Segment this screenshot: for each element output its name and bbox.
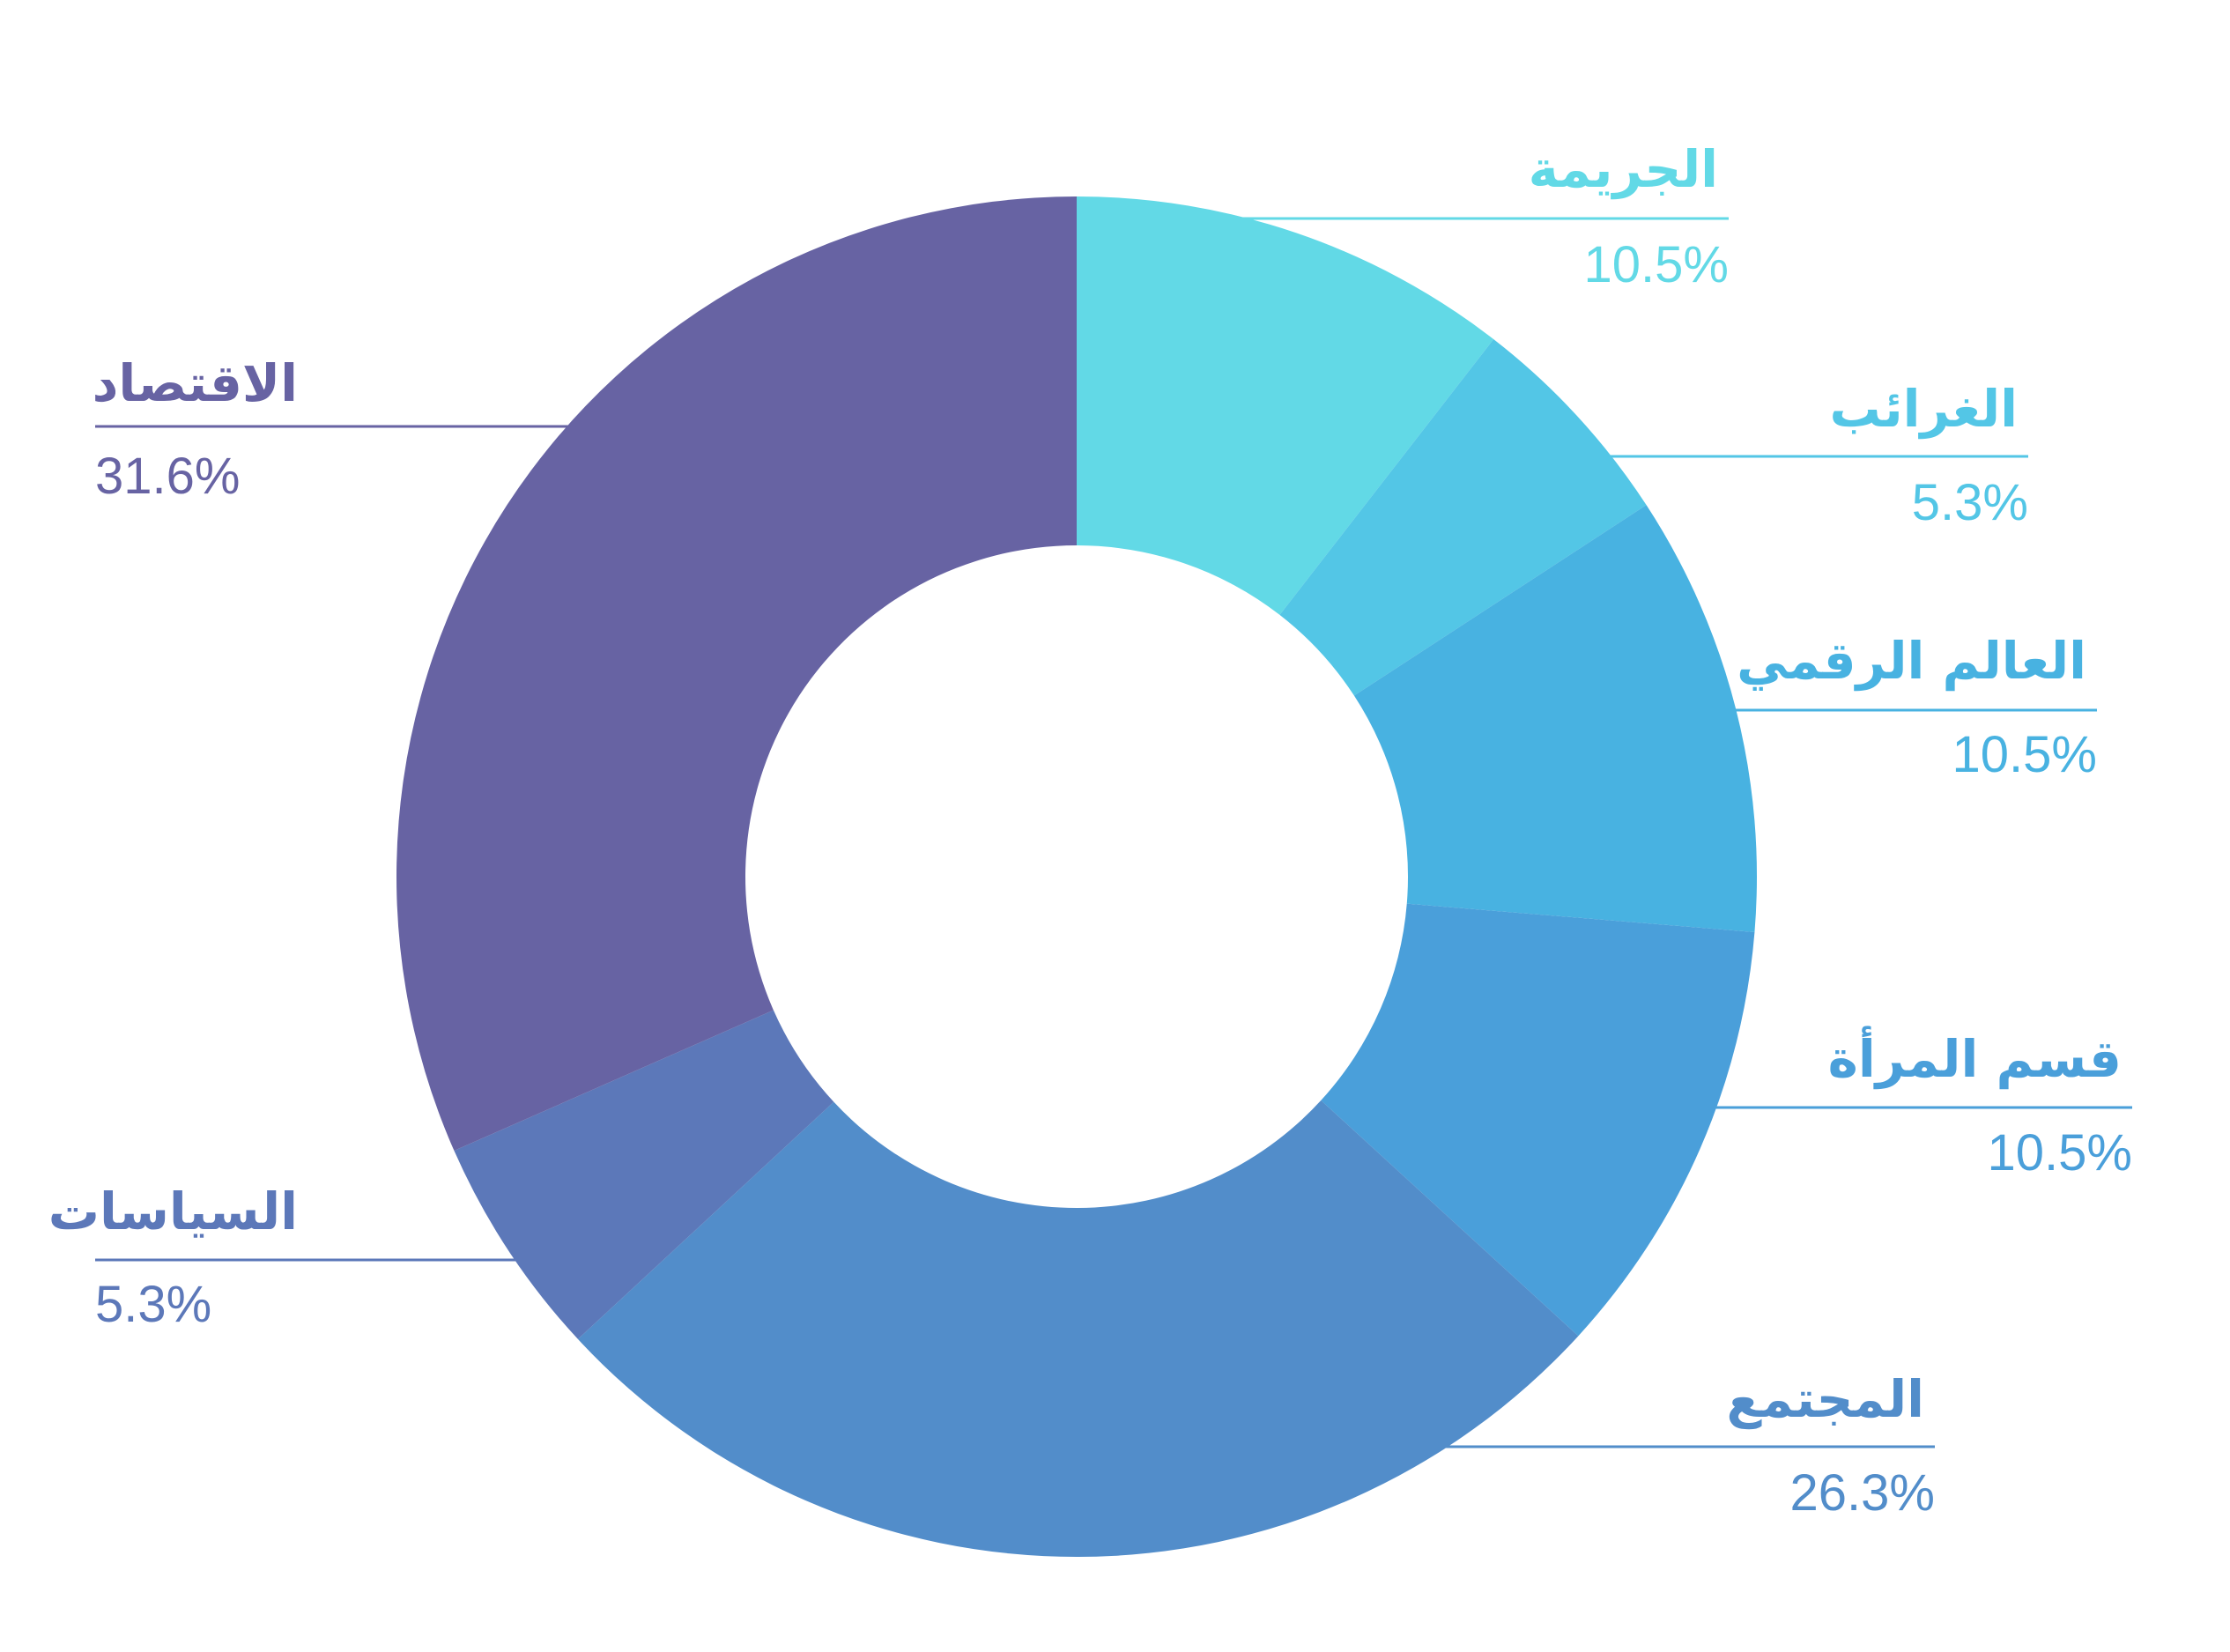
slice-label-2: العالم الرقمي xyxy=(1737,631,2086,692)
slice-2 xyxy=(1353,505,1758,932)
slice-label-4: المجتمع xyxy=(1726,1369,1924,1430)
slice-value-4: 26.3% xyxy=(1790,1464,1935,1522)
slice-value-2: 10.5% xyxy=(1952,726,2097,783)
slice-value-6: 31.6% xyxy=(95,448,240,505)
slice-3 xyxy=(1321,903,1755,1337)
slice-6 xyxy=(396,196,1077,1152)
slice-group xyxy=(396,196,1758,1557)
slice-label-6: الاقتصاد xyxy=(93,353,298,413)
slice-value-3: 10.5% xyxy=(1988,1124,2132,1182)
slice-value-1: 5.3% xyxy=(1912,474,2028,531)
slice-value-0: 10.5% xyxy=(1584,236,1729,293)
slice-label-5: السياسات xyxy=(48,1182,298,1241)
slice-0 xyxy=(1077,196,1494,615)
slice-1 xyxy=(1279,339,1647,696)
slice-label-3: قسم المرأة xyxy=(1828,1026,2122,1090)
slice-label-0: الجريمة xyxy=(1529,139,1718,200)
slice-value-5: 5.3% xyxy=(95,1276,211,1333)
slice-label-1: الغرائب xyxy=(1829,379,2018,440)
slice-4 xyxy=(577,1100,1579,1557)
slice-5 xyxy=(454,1010,834,1339)
callout-group: الجريمة 10.5% الغرائب 5.3% العالم الرقمي 10.5… xyxy=(48,139,2132,1522)
